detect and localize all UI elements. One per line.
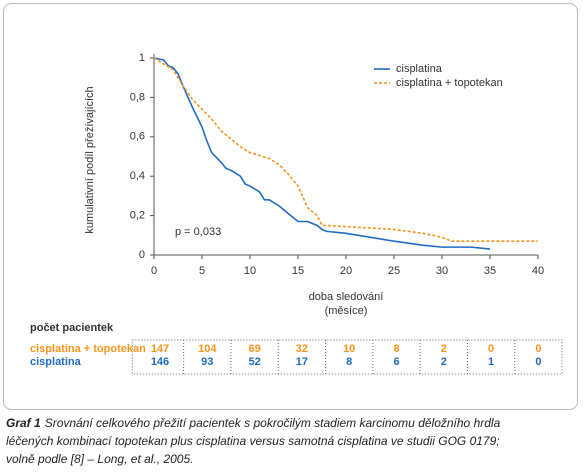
table-cell: 10 [343, 343, 355, 355]
table-cell: 93 [201, 356, 213, 368]
y-tick-label: 0,8 [130, 91, 145, 103]
y-tick-label: 0,2 [130, 210, 145, 222]
x-label: doba sledování [309, 291, 384, 303]
x-tick-label: 35 [484, 265, 496, 277]
table-cell: 1 [488, 356, 494, 368]
x-tick-label: 0 [151, 265, 157, 277]
table-row-label: cisplatina + topotekan [30, 343, 146, 355]
caption-line: Graf 1 Srovnání celkového přežití pacient… [6, 416, 501, 430]
y-label: kumulativní podíl přežívajících [84, 86, 96, 233]
table-cell: 147 [151, 343, 169, 355]
x-tick-label: 10 [244, 265, 256, 277]
table-cell: 32 [296, 343, 308, 355]
survival-line [153, 57, 538, 243]
table-cell: 146 [151, 356, 169, 368]
y-tick-label: 0 [139, 249, 145, 261]
table-cell: 52 [248, 356, 260, 368]
table-cell: 0 [535, 356, 541, 368]
legend-label: cisplatina + topotekan [396, 77, 503, 89]
x-tick-label: 40 [532, 265, 544, 277]
y-tick-label: 0,6 [130, 131, 145, 143]
table-row-label: cisplatina [30, 356, 82, 368]
y-tick-label: 1 [139, 52, 145, 64]
table-title: počet pacientek [30, 322, 114, 334]
table-cell: 6 [393, 356, 399, 368]
table-cell: 0 [535, 343, 541, 355]
caption-line: léčených kombinací topotekan plus cispla… [6, 434, 500, 448]
table-cell: 2 [441, 356, 447, 368]
table-cell: 17 [296, 356, 308, 368]
caption-line: volně podle [8] – Long, et al., 2005. [6, 452, 193, 466]
annotation: p = 0,033 [175, 226, 221, 238]
legend-label: cisplatina [396, 63, 443, 75]
caption-label: Graf 1 [6, 416, 41, 430]
table-cell: 0 [488, 343, 494, 355]
x-tick-label: 5 [199, 265, 205, 277]
table-cell: 104 [198, 343, 217, 355]
table-box [131, 339, 563, 375]
x-tick-label: 15 [292, 265, 304, 277]
table-cell: 2 [441, 343, 447, 355]
survival-line [153, 57, 491, 250]
panel [3, 3, 578, 410]
x-tick-label: 25 [388, 265, 400, 277]
table-cell: 8 [393, 343, 399, 355]
x-tick-label: 20 [340, 265, 352, 277]
table-cell: 69 [248, 343, 260, 355]
y-tick-label: 0,4 [130, 170, 145, 182]
x-tick-label: 30 [436, 265, 448, 277]
table-cell: 8 [346, 356, 352, 368]
x-label-sub: (měsíce) [325, 305, 368, 317]
caption-text: Srovnání celkového přežití pacientek s p… [45, 416, 501, 430]
